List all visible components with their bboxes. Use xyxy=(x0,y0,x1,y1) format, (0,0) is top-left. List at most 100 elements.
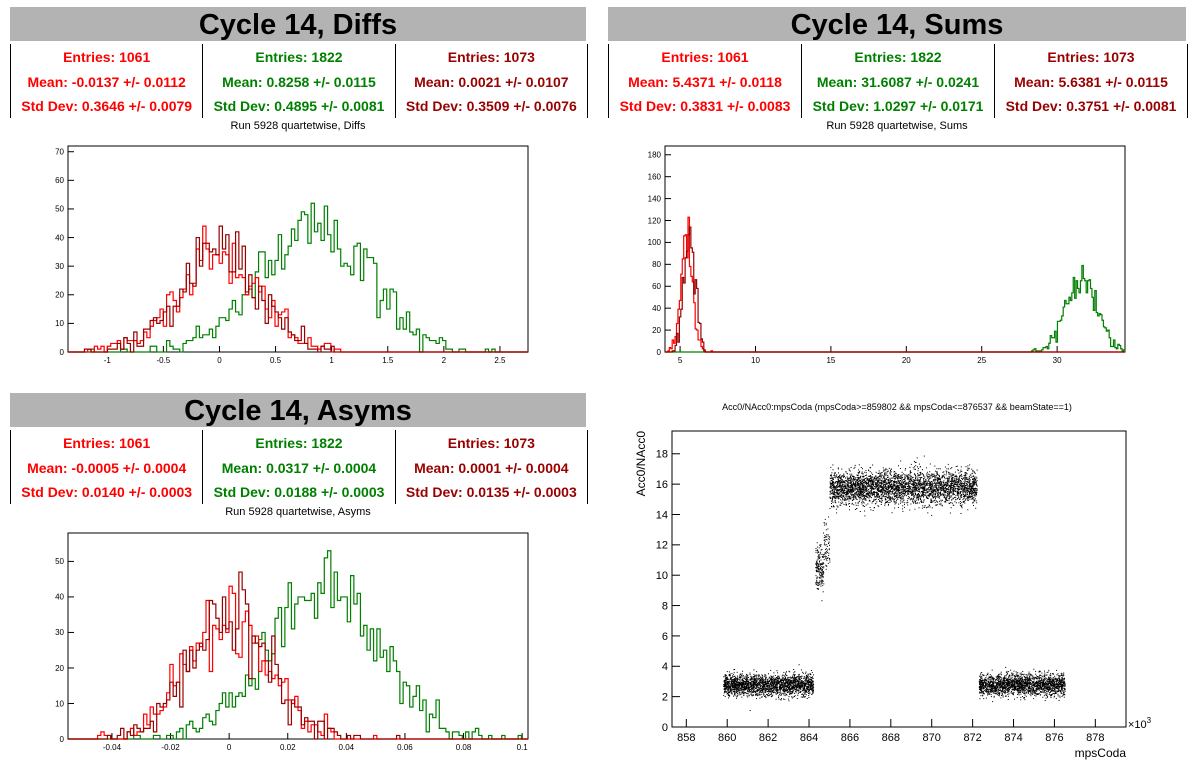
scatter-point xyxy=(753,676,755,678)
scatter-point xyxy=(862,485,864,487)
scatter-point xyxy=(950,480,952,482)
scatter-point xyxy=(940,479,941,481)
scatter-point xyxy=(776,688,778,690)
scatter-point xyxy=(939,495,941,497)
scatter-point xyxy=(760,691,762,693)
scatter-point xyxy=(741,690,743,692)
scatter-point xyxy=(727,685,729,687)
scatter-point xyxy=(732,674,734,676)
scatter-point xyxy=(838,497,840,499)
scatter-point xyxy=(827,557,829,559)
scatter-point xyxy=(805,682,807,684)
scatter-point xyxy=(822,585,824,587)
scatter-point xyxy=(740,673,742,675)
scatter-point xyxy=(788,700,790,702)
scatter-point xyxy=(915,487,917,489)
scatter-point xyxy=(864,498,866,500)
scatter-point xyxy=(768,680,770,682)
scatter-point xyxy=(761,688,763,690)
scatter-point xyxy=(899,486,901,488)
scatter-point xyxy=(777,682,779,684)
scatter-point xyxy=(737,678,739,680)
scatter-point xyxy=(817,566,819,567)
scatter-point xyxy=(850,482,852,484)
scatter-point xyxy=(756,674,757,676)
scatter-point xyxy=(795,692,797,694)
scatter-point xyxy=(899,497,901,499)
scatter-point xyxy=(927,483,929,485)
scatter-point xyxy=(803,684,805,686)
scatter-point xyxy=(877,476,879,478)
scatter-point xyxy=(907,477,909,479)
scatter-point xyxy=(834,482,836,483)
scatter-point xyxy=(823,532,824,534)
scatter-point xyxy=(794,695,796,697)
scatter-point xyxy=(925,483,927,485)
scatter-point xyxy=(820,544,822,546)
scatter-point xyxy=(810,677,812,679)
scatter-point xyxy=(778,677,780,679)
scatter-point xyxy=(768,694,770,696)
scatter-point xyxy=(733,672,735,674)
scatter-point xyxy=(741,681,743,683)
scatter-point xyxy=(870,477,872,479)
scatter-point xyxy=(974,479,976,481)
scatter-point xyxy=(728,688,729,690)
scatter-point xyxy=(820,551,822,553)
scatter-point xyxy=(905,487,906,488)
scatter-point xyxy=(940,484,942,486)
scatter-point xyxy=(771,686,773,688)
scatter-point xyxy=(903,499,905,501)
x-tick-label: -0.04 xyxy=(103,743,122,752)
scatter-point xyxy=(848,495,850,497)
scatter-point xyxy=(922,486,924,488)
scatter-point xyxy=(736,671,738,673)
scatter-point xyxy=(783,671,785,673)
scatter-point xyxy=(927,491,929,493)
scatter-point xyxy=(923,487,925,489)
scatter-point xyxy=(913,482,914,484)
scatter-point xyxy=(758,682,760,684)
scatter-point xyxy=(849,477,851,479)
scatter-point xyxy=(736,678,738,680)
scatter-point xyxy=(762,675,763,677)
scatter-point xyxy=(879,479,881,481)
scatter-point xyxy=(921,500,923,502)
scatter-point xyxy=(969,484,971,485)
scatter-point xyxy=(878,481,880,483)
scatter-point xyxy=(725,681,727,683)
scatter-point xyxy=(777,672,779,674)
x-tick-label: 0.08 xyxy=(456,743,472,752)
scatter-point xyxy=(764,686,766,688)
scatter-point xyxy=(800,696,802,698)
x-tick-label: 858 xyxy=(677,732,695,744)
scatter-point xyxy=(968,478,970,480)
scatter-point xyxy=(752,680,754,682)
x-tick-label: 0 xyxy=(217,356,222,365)
scatter-point xyxy=(845,491,847,493)
scatter-point xyxy=(736,682,738,684)
scatter-point xyxy=(968,485,970,487)
scatter-point xyxy=(972,484,974,486)
scatter-point xyxy=(911,483,913,485)
scatter-point xyxy=(749,689,751,690)
scatter-point xyxy=(734,686,736,688)
scatter-point xyxy=(943,494,945,496)
scatter-point xyxy=(746,687,747,689)
scatter-point xyxy=(936,479,938,481)
scatter-point xyxy=(948,495,950,497)
scatter-point xyxy=(942,471,944,473)
scatter-point xyxy=(928,483,930,485)
scatter-point xyxy=(960,488,962,490)
scatter-point xyxy=(726,683,728,684)
scatter-point xyxy=(811,680,813,682)
scatter-point xyxy=(866,484,868,485)
scatter-point xyxy=(835,494,837,496)
scatter-point xyxy=(912,494,914,496)
scatter-point xyxy=(809,688,811,690)
scatter-point xyxy=(839,483,841,485)
scatter-point xyxy=(874,499,876,501)
scatter-point xyxy=(729,675,731,676)
scatter-point xyxy=(834,491,836,493)
scatter-point xyxy=(858,488,860,490)
